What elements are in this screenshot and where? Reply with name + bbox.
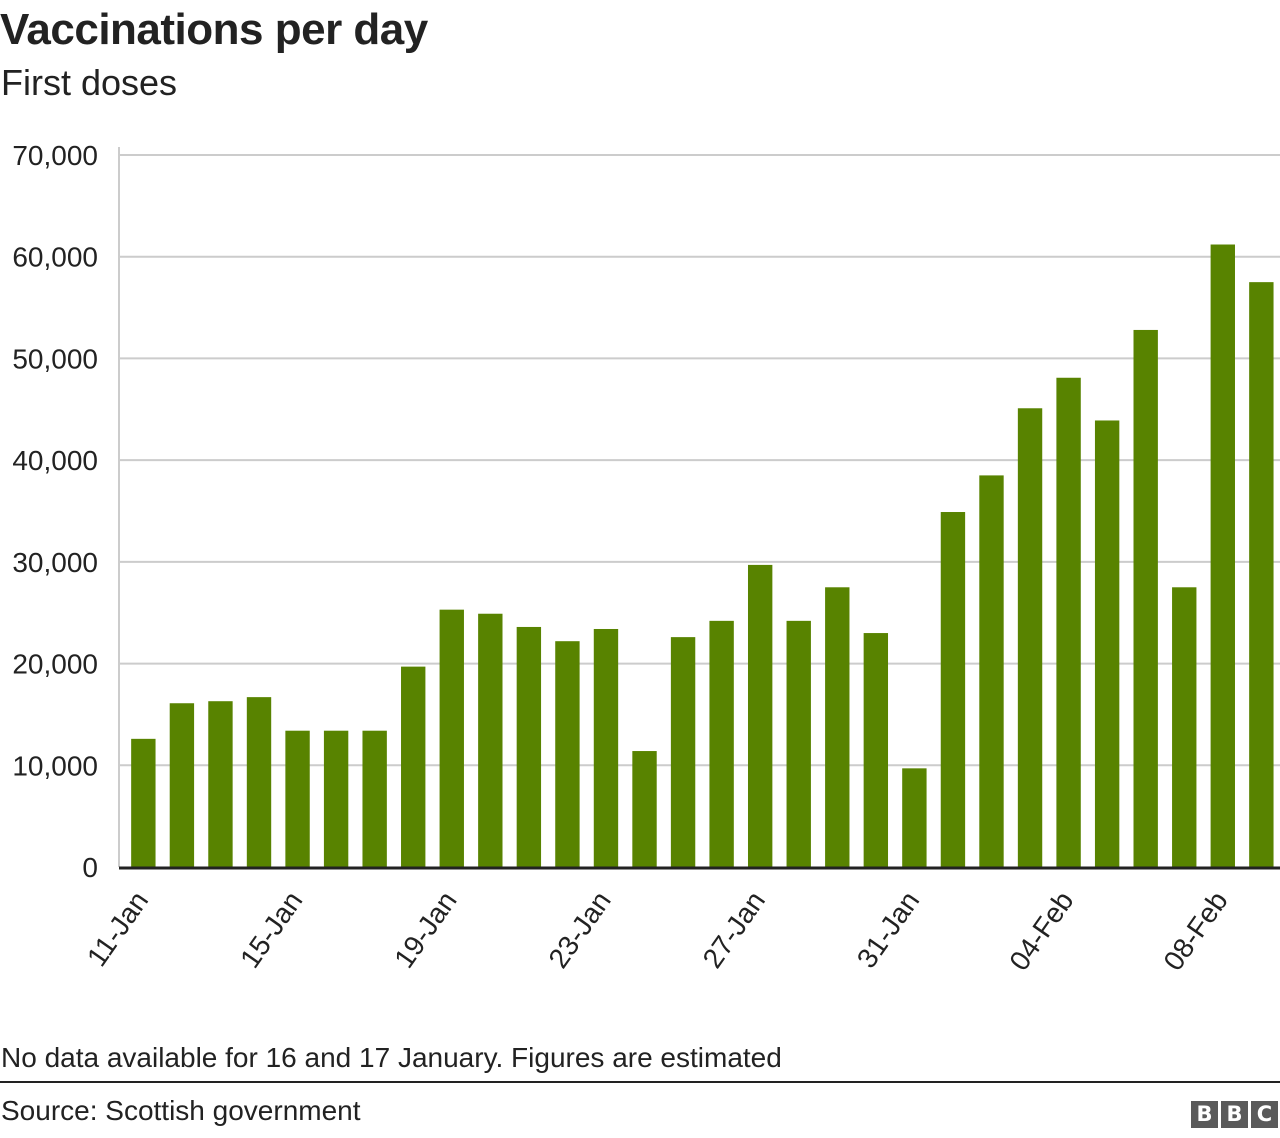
chart-subtitle: First doses — [1, 62, 178, 103]
bar — [285, 730, 310, 867]
bar — [670, 637, 696, 867]
logo-letter: B — [1221, 1101, 1248, 1128]
bar — [208, 701, 233, 867]
bar — [246, 697, 272, 867]
bar — [516, 626, 542, 867]
bar — [439, 609, 464, 867]
y-tick-label: 70,000 — [12, 140, 98, 171]
bar — [1094, 420, 1120, 867]
x-tick-label: 27-Jan — [697, 886, 772, 974]
bar — [786, 620, 811, 867]
footnote: No data available for 16 and 17 January.… — [1, 1042, 782, 1073]
bar — [1249, 282, 1274, 868]
y-tick-label: 30,000 — [12, 547, 98, 578]
bar — [1017, 408, 1043, 867]
bar — [131, 738, 156, 867]
bar — [632, 751, 657, 867]
bar-chart: 0 10,000 20,000 30,000 40,000 50,000 60,000 70,… — [12, 140, 1280, 976]
tick-labels: 0 10,000 20,000 30,000 40,000 50,000 60,000 70,… — [12, 140, 1233, 976]
x-tick-label: 31-Jan — [851, 886, 926, 974]
x-tick-label: 15-Jan — [234, 886, 309, 974]
axes — [118, 147, 1280, 870]
y-tick-label: 50,000 — [12, 343, 98, 374]
y-tick-label: 20,000 — [12, 649, 98, 680]
y-tick-label: 0 — [82, 852, 98, 883]
bar — [747, 564, 773, 867]
bar — [362, 730, 387, 867]
x-tick-label: 11-Jan — [81, 886, 154, 972]
x-tick-label: 23-Jan — [542, 886, 617, 974]
source-text: Source: Scottish government — [1, 1095, 361, 1126]
bar — [401, 666, 426, 867]
bar — [940, 512, 966, 867]
y-tick-label: 60,000 — [12, 242, 98, 273]
bar — [979, 475, 1004, 867]
bar — [709, 620, 734, 867]
bar — [863, 633, 889, 867]
logo-letter: C — [1251, 1101, 1278, 1128]
logo-letter: B — [1191, 1101, 1218, 1128]
bar — [1210, 244, 1235, 868]
x-tick-label: 19-Jan — [388, 886, 463, 974]
footer-divider — [0, 1081, 1280, 1083]
bar — [1056, 377, 1081, 867]
y-tick-label: 10,000 — [12, 750, 98, 781]
bar — [555, 641, 580, 867]
bar — [902, 768, 927, 867]
gridlines — [119, 154, 1280, 767]
bar — [169, 703, 195, 867]
x-tick-label: 04-Feb — [1003, 886, 1079, 976]
bar — [825, 587, 850, 867]
x-tick-label: 08-Feb — [1157, 886, 1233, 976]
bar — [593, 628, 619, 867]
bar — [323, 730, 349, 867]
chart-title: Vaccinations per day — [0, 5, 428, 54]
bars — [131, 244, 1274, 868]
bar — [1172, 587, 1197, 867]
bar — [1133, 329, 1158, 867]
bbc-logo: B B C — [1191, 1101, 1278, 1128]
y-tick-label: 40,000 — [12, 445, 98, 476]
bar — [478, 613, 503, 867]
